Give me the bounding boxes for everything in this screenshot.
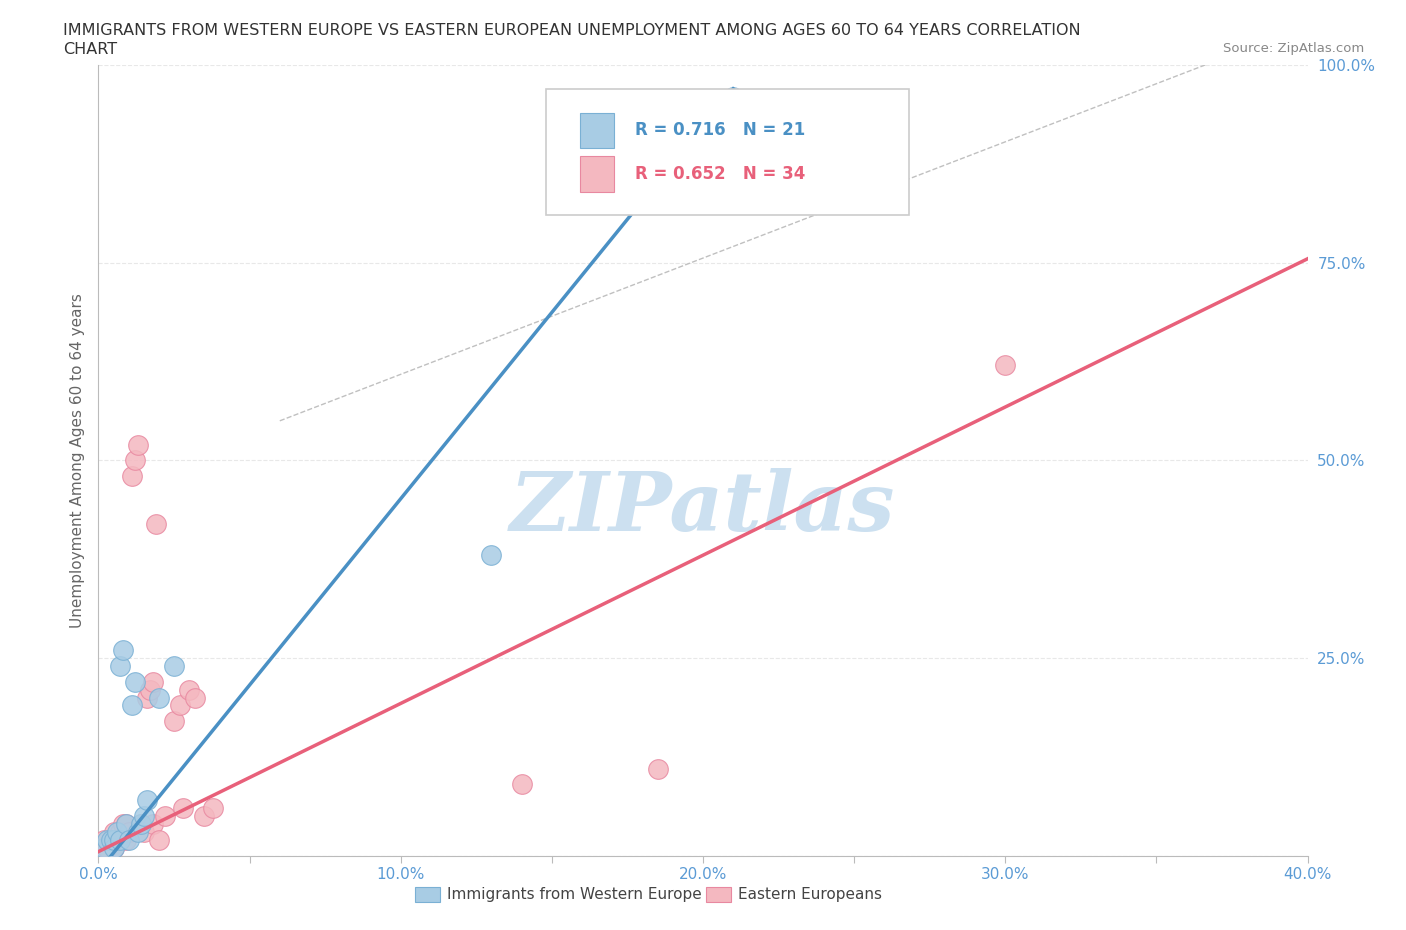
Text: ZIPatlas: ZIPatlas [510, 468, 896, 548]
Text: Immigrants from Western Europe: Immigrants from Western Europe [447, 887, 702, 902]
Text: CHART: CHART [63, 42, 117, 57]
Point [111, 643, 134, 658]
Point [139, 683, 162, 698]
Text: IMMIGRANTS FROM WESTERN EUROPE VS EASTERN EUROPEAN UNEMPLOYMENT AMONG AGES 60 TO: IMMIGRANTS FROM WESTERN EUROPE VS EASTER… [63, 23, 1081, 38]
Point [132, 825, 155, 840]
Point [103, 825, 125, 840]
Point [135, 792, 157, 807]
Point [129, 817, 152, 831]
Text: Source: ZipAtlas.com: Source: ZipAtlas.com [1223, 42, 1364, 55]
FancyBboxPatch shape [579, 156, 613, 192]
Point [148, 690, 170, 705]
Point [108, 658, 131, 673]
Point [184, 690, 207, 705]
Point [124, 453, 146, 468]
Point [153, 809, 176, 824]
Point [93, 841, 115, 856]
Point [121, 698, 143, 712]
Point [105, 825, 128, 840]
Point [163, 658, 186, 673]
Point [510, 777, 533, 792]
Point [127, 825, 149, 840]
Point [129, 817, 152, 831]
Point [124, 674, 146, 689]
Point [132, 809, 155, 824]
Point [118, 825, 141, 840]
Point [100, 832, 122, 847]
FancyBboxPatch shape [546, 89, 908, 216]
Point [114, 817, 136, 831]
Text: R = 0.652   N = 34: R = 0.652 N = 34 [636, 165, 806, 183]
Point [145, 516, 167, 531]
Point [193, 809, 215, 824]
FancyBboxPatch shape [579, 113, 613, 148]
Point [169, 698, 191, 712]
Point [100, 832, 122, 847]
Point [148, 832, 170, 847]
Point [202, 801, 225, 816]
Point [103, 841, 125, 856]
Point [96, 841, 118, 856]
Point [114, 817, 136, 831]
Point [172, 801, 194, 816]
Point [103, 841, 125, 856]
Point [90, 841, 112, 856]
Point [179, 683, 201, 698]
Point [114, 832, 136, 847]
Point [142, 674, 165, 689]
Y-axis label: Unemployment Among Ages 60 to 64 years: Unemployment Among Ages 60 to 64 years [69, 293, 84, 628]
Point [994, 358, 1017, 373]
Point [105, 832, 128, 847]
Point [121, 469, 143, 484]
Text: Eastern Europeans: Eastern Europeans [738, 887, 882, 902]
Point [103, 832, 125, 847]
Point [108, 832, 131, 847]
Point [723, 89, 745, 104]
Point [481, 548, 503, 563]
Point [111, 817, 134, 831]
Point [118, 832, 141, 847]
Point [127, 437, 149, 452]
Point [108, 825, 131, 840]
Text: R = 0.716   N = 21: R = 0.716 N = 21 [636, 121, 806, 140]
Point [163, 714, 186, 729]
Point [135, 690, 157, 705]
Point [93, 832, 115, 847]
Point [142, 817, 165, 831]
Point [96, 832, 118, 847]
Point [647, 761, 669, 776]
